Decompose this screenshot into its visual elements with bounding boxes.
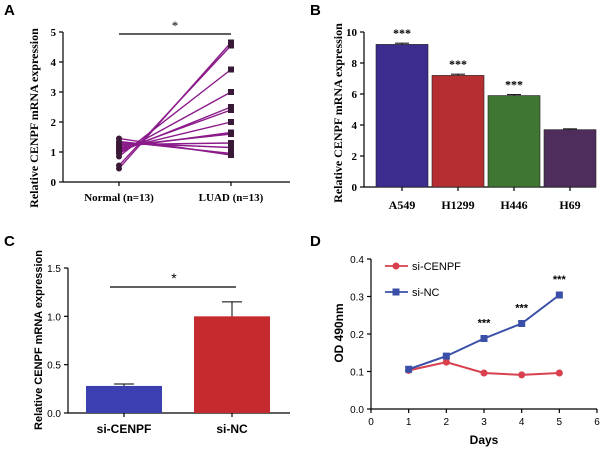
luad-point-10: [228, 144, 234, 151]
panel-d-ytick-label-3: 0.3: [350, 293, 364, 304]
significance-a549: ***: [393, 26, 411, 40]
luad-point-1: [228, 42, 234, 49]
panel-d-chart: OD 490nm 0.0 0.1 0.2 0.3 0.4 0 1 2 3 4 5 6 *** *** *…: [332, 255, 600, 447]
category-label-si-nc: si-NC: [216, 422, 248, 436]
panel-d-significance-1: ***: [515, 303, 529, 315]
panel-d-xtick-label-6: 6: [594, 417, 600, 428]
point-si-cenpf-1: [442, 358, 450, 366]
series-line-si-nc: [408, 294, 560, 371]
panel-b-ytick-label-0: 0: [352, 182, 358, 194]
luad-point-2: [228, 66, 234, 73]
panel-a-ytick-label-3: 3: [51, 87, 57, 99]
panel-a-ytick-label-5: 5: [51, 27, 57, 39]
panel-b-chart: Relative CENPF mRNA expression 0 2 4 6 8 10 *…: [331, 23, 597, 212]
point-si-cenpf-2: [480, 369, 488, 377]
panel-a-category-normal: Normal (n=13): [84, 192, 154, 204]
panel-d-xtick-label-5: 5: [557, 417, 563, 428]
significance-h1299: ***: [449, 57, 467, 71]
bar-a549: [375, 44, 429, 188]
category-label-si-cenpf: si-CENPF: [97, 422, 152, 436]
luad-point-12: [228, 152, 234, 158]
normal-point-1: [116, 162, 122, 169]
point-si-nc-2: [480, 335, 488, 342]
pair-line-12: [118, 137, 232, 156]
luad-point-9: [228, 140, 234, 146]
legend-marker-si-nc: [392, 288, 400, 296]
panel-d-significance-2: ***: [553, 274, 567, 286]
panel-label-b: B: [310, 2, 321, 19]
panel-d-ytick-label-0: 0.0: [350, 405, 364, 416]
panel-d-xtick-label-2: 2: [444, 417, 450, 428]
point-si-nc-1: [442, 352, 450, 360]
luad-point-3: [228, 89, 234, 95]
pair-line-11: [118, 140, 232, 155]
point-si-cenpf-4: [555, 369, 563, 377]
bar-si-cenpf: [86, 385, 162, 413]
legend-label-si-cenpf: si-CENPF: [412, 261, 461, 273]
panel-d-xtick-label-0: 0: [368, 417, 374, 428]
legend-marker-si-cenpf: [392, 262, 400, 270]
panel-c-ytick-label-1: 0.5: [47, 361, 61, 372]
category-label-h69: H69: [559, 198, 580, 212]
point-si-nc-0: [405, 365, 413, 373]
panel-b-ytick-label-2: 4: [352, 120, 358, 132]
panel-d-xtick-label-1: 1: [406, 417, 412, 428]
pair-line-2: [118, 68, 232, 158]
category-label-h1299: H1299: [441, 198, 474, 212]
panel-d-ylabel: OD 490nm: [332, 303, 346, 362]
panel-label-c: C: [4, 233, 15, 250]
panel-a-significance: *: [172, 18, 179, 33]
category-label-h446: H446: [500, 198, 527, 212]
panel-c-ytick-label-3: 1.5: [47, 264, 61, 275]
point-si-cenpf-3: [518, 371, 526, 379]
panel-b-ytick-label-4: 8: [352, 58, 358, 70]
point-si-nc-4: [555, 291, 563, 299]
panel-b-ytick-label-3: 6: [352, 89, 358, 101]
panel-c-chart: Relative CENPF mRNA expression 0.0 0.5 1.0…: [33, 250, 290, 436]
panel-a-ytick-label-1: 1: [51, 147, 57, 159]
significance-h446: ***: [505, 78, 523, 92]
panel-c-ytick-label-2: 1.0: [47, 312, 61, 323]
bar-si-nc: [194, 316, 270, 413]
panel-a-ytick-label-2: 2: [51, 117, 57, 129]
category-label-a549: A549: [389, 198, 416, 212]
point-si-nc-3: [518, 320, 526, 327]
luad-point-6: [228, 119, 234, 125]
panel-d-xtick-label-3: 3: [481, 417, 487, 428]
panel-label-a: A: [4, 2, 15, 19]
bar-h1299: [431, 75, 485, 188]
panel-c-ytick-label-0: 0.0: [47, 409, 61, 420]
panel-a-ytick-label-4: 4: [51, 57, 57, 69]
bar-h69: [543, 129, 597, 188]
panel-b-ytick-label-1: 2: [352, 151, 358, 163]
panel-d-ytick-label-4: 0.4: [350, 255, 364, 266]
panel-d-significance-0: ***: [478, 318, 492, 330]
luad-point-5: [228, 107, 234, 113]
panel-d-ytick-label-1: 0.1: [350, 368, 364, 379]
panel-a-category-luad: LUAD (n=13): [199, 192, 264, 204]
panel-d-xtick-label-4: 4: [519, 417, 525, 428]
panel-b-ytick-label-5: 10: [346, 27, 358, 39]
panel-c-significance: *: [171, 270, 177, 286]
normal-point-12: [116, 135, 122, 142]
panel-c-ylabel: Relative CENPF mRNA expression: [33, 250, 45, 430]
panel-b-ylabel: Relative CENPF mRNA expression: [331, 23, 345, 203]
luad-point-8: [228, 131, 234, 137]
panel-d-ytick-label-2: 0.2: [350, 330, 364, 341]
bar-h446: [487, 95, 541, 188]
panel-label-d: D: [310, 233, 321, 250]
panel-a-ytick-label-0: 0: [51, 177, 57, 189]
panel-d-xlabel: Days: [470, 433, 499, 447]
legend-label-si-nc: si-NC: [412, 287, 440, 299]
panel-a-ylabel: Relative CENPF mRNA expression: [27, 28, 41, 208]
panel-d-legend: si-CENPF si-NC: [385, 261, 461, 299]
